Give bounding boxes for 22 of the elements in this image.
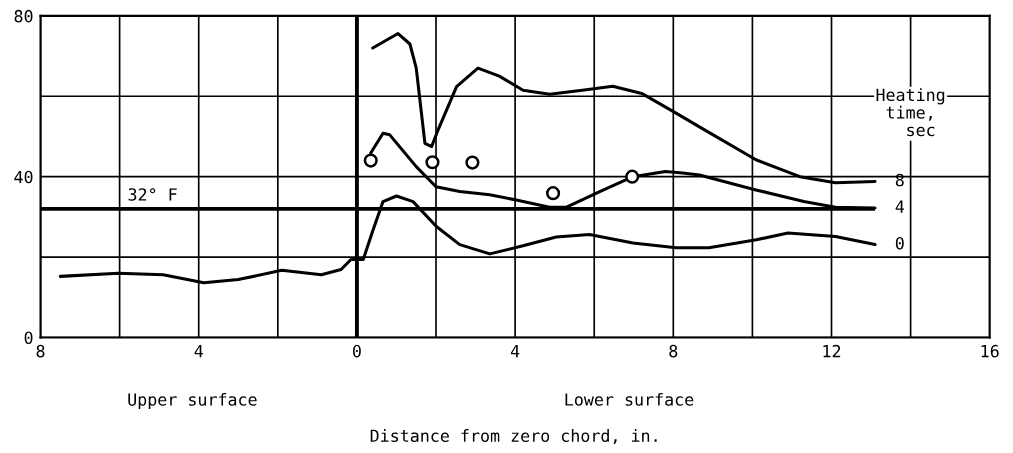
y-tick-label: 80 (14, 9, 33, 23)
x-tick-label: 12 (823, 344, 841, 358)
x-tick-label: 8 (669, 344, 678, 358)
point (625, 169, 640, 184)
y-tick-label: 0 (24, 331, 33, 345)
legend-title: Heating time, sec (876, 88, 945, 137)
x-tick-label: 4 (510, 345, 520, 358)
ref-line-label: 32° F (128, 188, 177, 201)
series-label: 4 (895, 200, 905, 213)
y-tick-label: 40 (14, 170, 33, 184)
x-tick-label: 16 (981, 344, 999, 358)
series-label: 0 (895, 236, 904, 250)
point (465, 155, 480, 170)
text: Upper surface (128, 392, 257, 410)
text: Lower surface (565, 392, 694, 406)
x-tick-label: 4 (194, 345, 203, 358)
x-tick-label: 0 (352, 344, 361, 358)
point (546, 186, 561, 201)
point (363, 153, 378, 168)
point (425, 155, 440, 170)
x-axis-title: Distance from zero chord, in. (370, 429, 657, 445)
x-tick-label: 8 (36, 344, 45, 358)
